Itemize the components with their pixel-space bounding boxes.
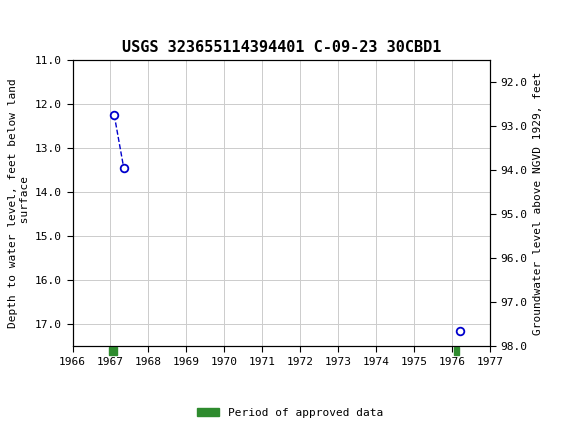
Title: USGS 323655114394401 C-09-23 30CBD1: USGS 323655114394401 C-09-23 30CBD1 xyxy=(122,40,441,55)
Y-axis label: Groundwater level above NGVD 1929, feet: Groundwater level above NGVD 1929, feet xyxy=(533,71,543,335)
Legend: Period of approved data: Period of approved data xyxy=(193,403,387,422)
Text: USGS: USGS xyxy=(49,15,104,33)
Bar xyxy=(454,347,459,355)
Bar xyxy=(108,347,117,355)
Y-axis label: Depth to water level, feet below land
 surface: Depth to water level, feet below land su… xyxy=(8,78,30,328)
